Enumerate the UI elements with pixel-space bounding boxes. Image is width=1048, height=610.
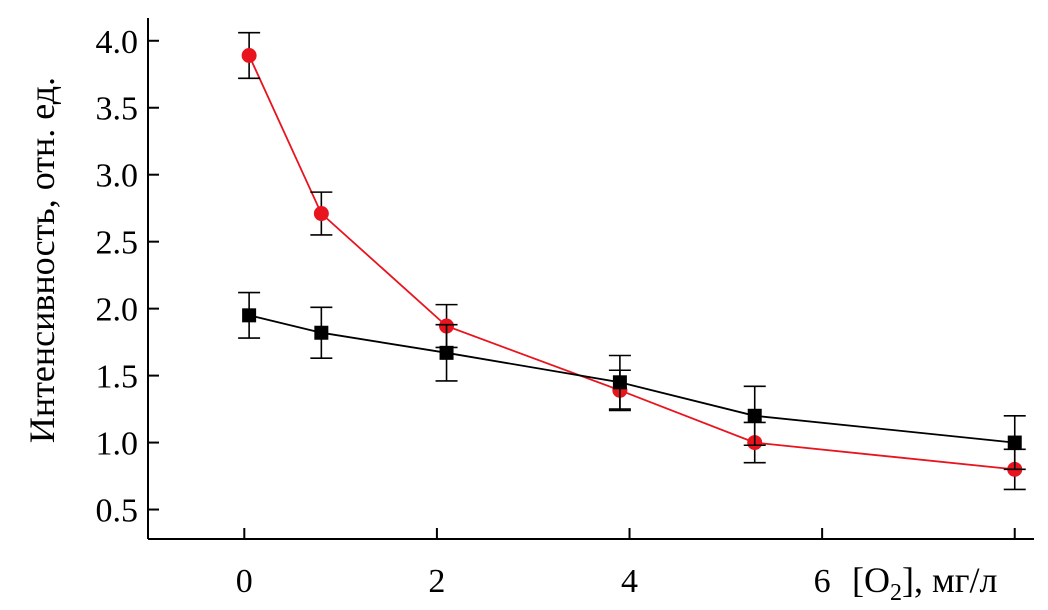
y-tick-label: 1.0: [96, 426, 139, 463]
x-axis-title-sub: 2: [890, 580, 902, 606]
series: [238, 31, 1026, 491]
series-1: [238, 31, 1026, 491]
data-point: [747, 408, 762, 423]
y-axis-title: Интенсивность, отн. ед.: [22, 77, 62, 443]
data-point: [241, 48, 257, 64]
series-2: [238, 291, 1026, 471]
x-tick-label: 4: [621, 563, 638, 600]
y-tick-label: 2.0: [96, 292, 139, 329]
axes: [147, 18, 1034, 540]
y-tick-label: 3.0: [96, 158, 139, 195]
series-line: [248, 55, 1015, 471]
data-point: [314, 325, 329, 340]
y-tick-label: 2.5: [96, 225, 139, 262]
data-point: [439, 345, 454, 360]
x-axis-title-tail: ], мг/л: [902, 560, 998, 600]
series-line: [248, 314, 1015, 444]
data-point: [242, 308, 257, 323]
x-axis-title-main: [O: [852, 560, 890, 600]
y-tick-label: 0.5: [96, 493, 139, 530]
y-tick-label: 1.5: [96, 359, 139, 396]
x-tick-label: 2: [428, 563, 445, 600]
x-axis-title: [O2], мг/л: [852, 560, 998, 606]
data-point: [1007, 435, 1022, 450]
ticks: 0.5 1.0 1.5 2.0 2.5 3.0 3.5 4.0 0 2 4 6: [96, 24, 1016, 600]
data-point: [612, 375, 627, 390]
y-tick-label: 4.0: [96, 24, 139, 61]
data-point: [313, 206, 329, 222]
y-tick-label: 3.5: [96, 91, 139, 128]
x-tick-label: 0: [236, 563, 253, 600]
x-tick-label: 6: [814, 563, 831, 600]
